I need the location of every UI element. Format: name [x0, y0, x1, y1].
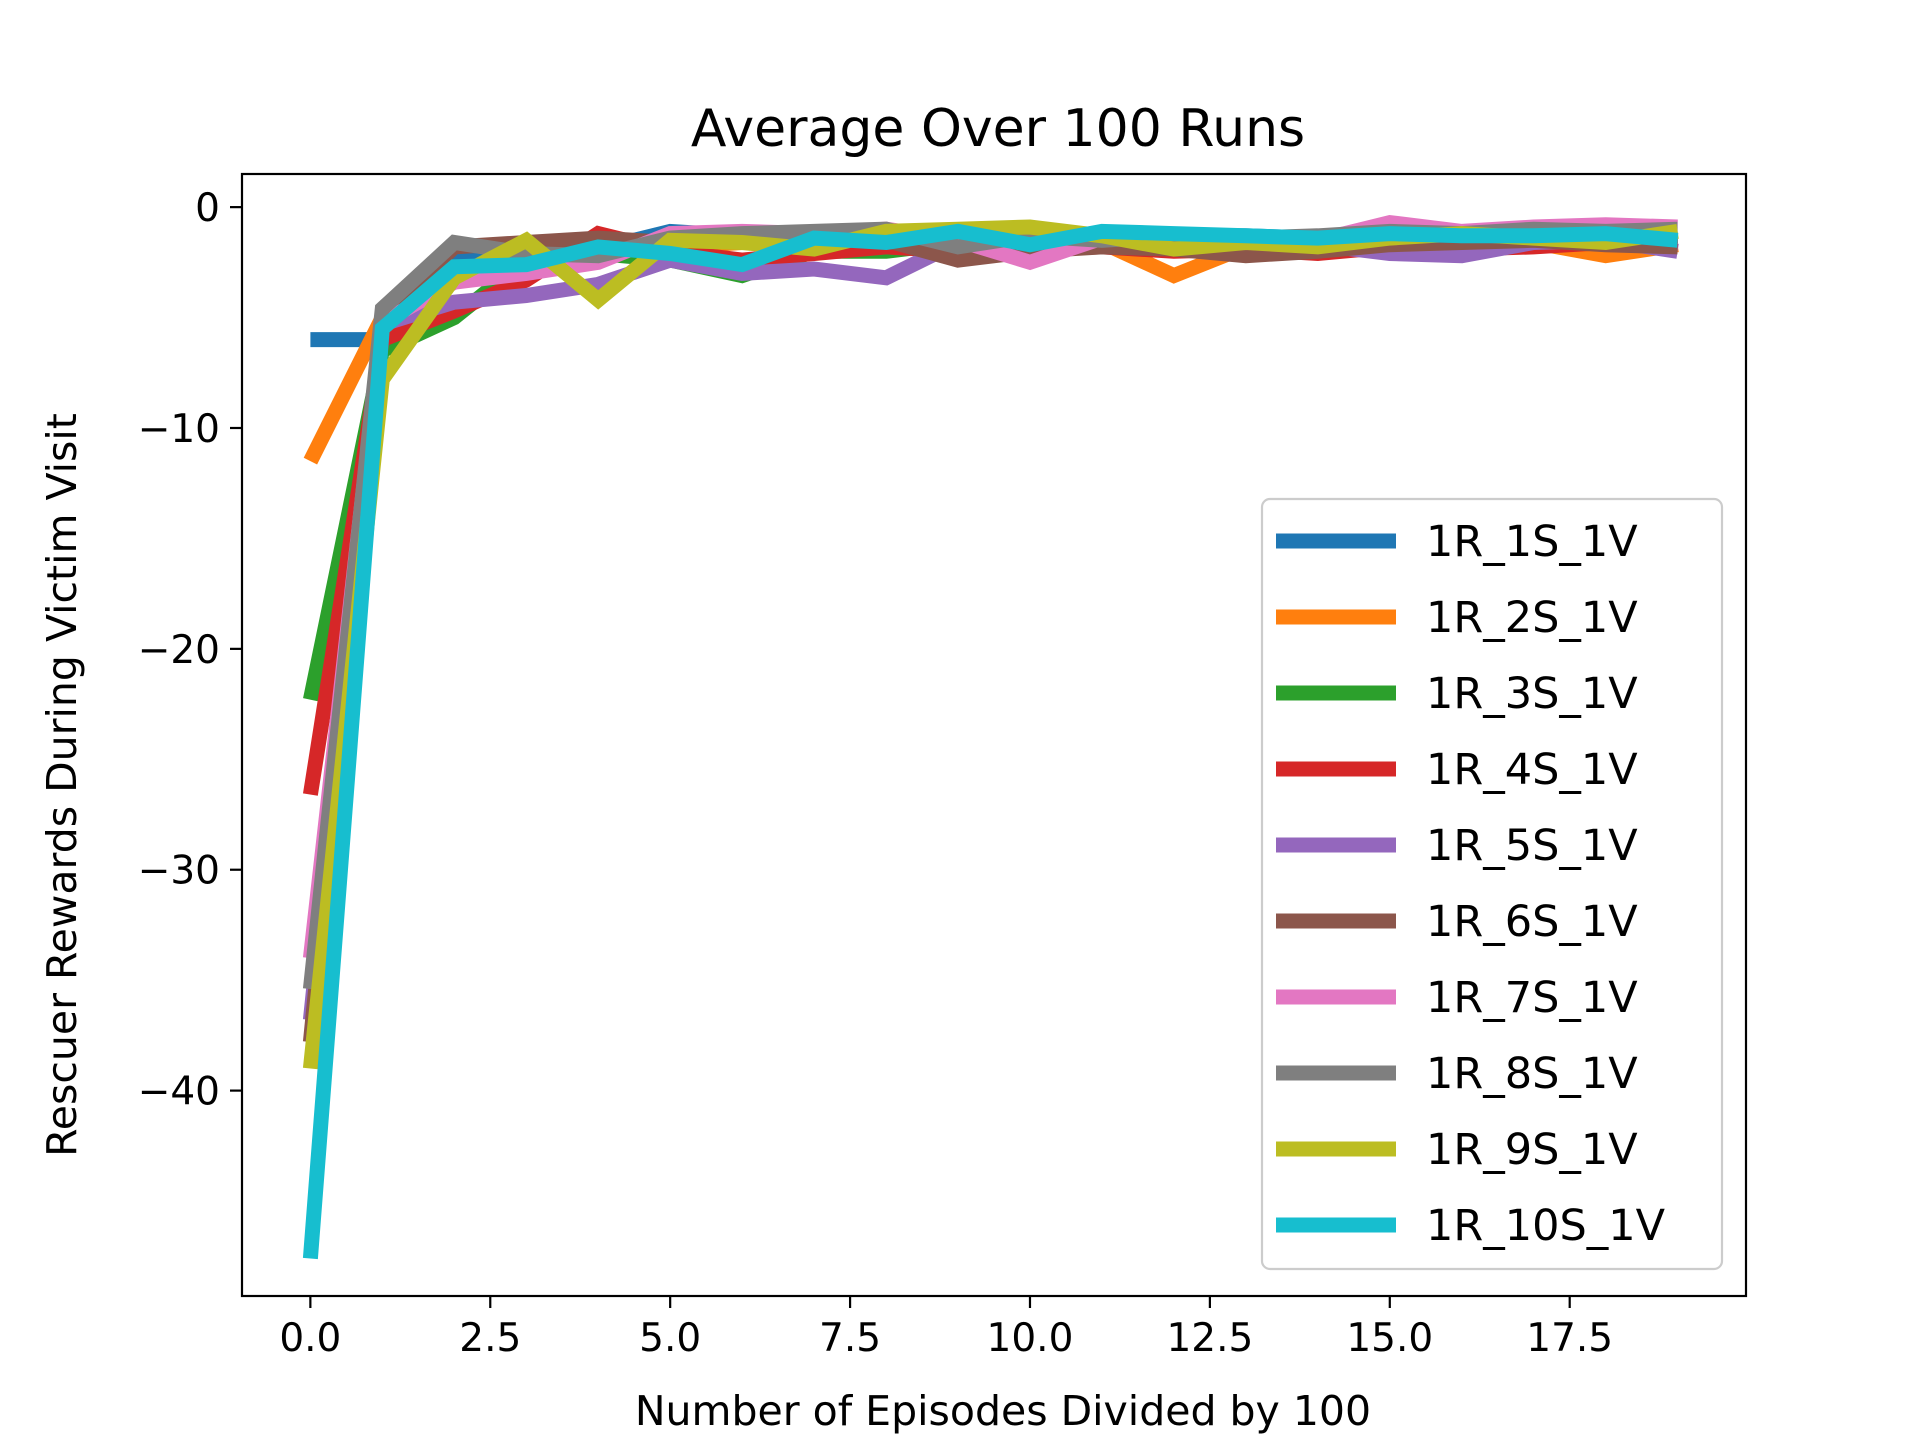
y-axis: 0 −10 −20 −30 −40 [138, 186, 242, 1115]
plot-area-frame [240, 172, 1748, 1298]
x-tick-label: 15.0 [1346, 1316, 1433, 1361]
legend: 1R_1S_1V 1R_2S_1V 1R_3S_1V 1R_4S_1V 1R_5S_1V… [1260, 497, 1724, 1271]
legend-label: 1R_9S_1V [1426, 1125, 1638, 1175]
series-line-10 [302, 223, 1679, 1260]
y-tick-label: −40 [138, 1070, 220, 1115]
x-tick-label: 7.5 [819, 1316, 881, 1361]
x-tick-label: 12.5 [1166, 1316, 1253, 1361]
x-axis: 0.0 2.5 5.0 7.5 10.0 12.5 15.0 17.5 [279, 1296, 1613, 1361]
y-tick-label: 0 [195, 186, 220, 231]
legend-label: 1R_3S_1V [1426, 669, 1638, 719]
legend-label: 1R_8S_1V [1426, 1049, 1638, 1099]
x-tick-label: 0.0 [279, 1316, 341, 1361]
legend-label: 1R_5S_1V [1426, 821, 1638, 871]
y-tick-label: −30 [138, 849, 220, 894]
x-tick-label: 5.0 [639, 1316, 701, 1361]
chart-title: Average Over 100 Runs [691, 99, 1305, 159]
legend-label: 1R_7S_1V [1426, 973, 1638, 1023]
x-tick-label: 17.5 [1526, 1316, 1613, 1361]
series-layer [302, 214, 1679, 1260]
legend-label: 1R_6S_1V [1426, 897, 1638, 947]
x-axis-label: Number of Episodes Divided by 100 [635, 1387, 1371, 1435]
legend-label: 1R_10S_1V [1426, 1201, 1666, 1251]
y-tick-label: −20 [138, 628, 220, 673]
x-tick-label: 2.5 [459, 1316, 521, 1361]
y-tick-label: −10 [138, 407, 220, 452]
legend-label: 1R_1S_1V [1426, 517, 1638, 567]
y-axis-label: Rescuer Rewards During Victim Visit [38, 413, 86, 1157]
x-tick-label: 10.0 [987, 1316, 1074, 1361]
legend-label: 1R_4S_1V [1426, 745, 1638, 795]
legend-label: 1R_2S_1V [1426, 593, 1638, 643]
